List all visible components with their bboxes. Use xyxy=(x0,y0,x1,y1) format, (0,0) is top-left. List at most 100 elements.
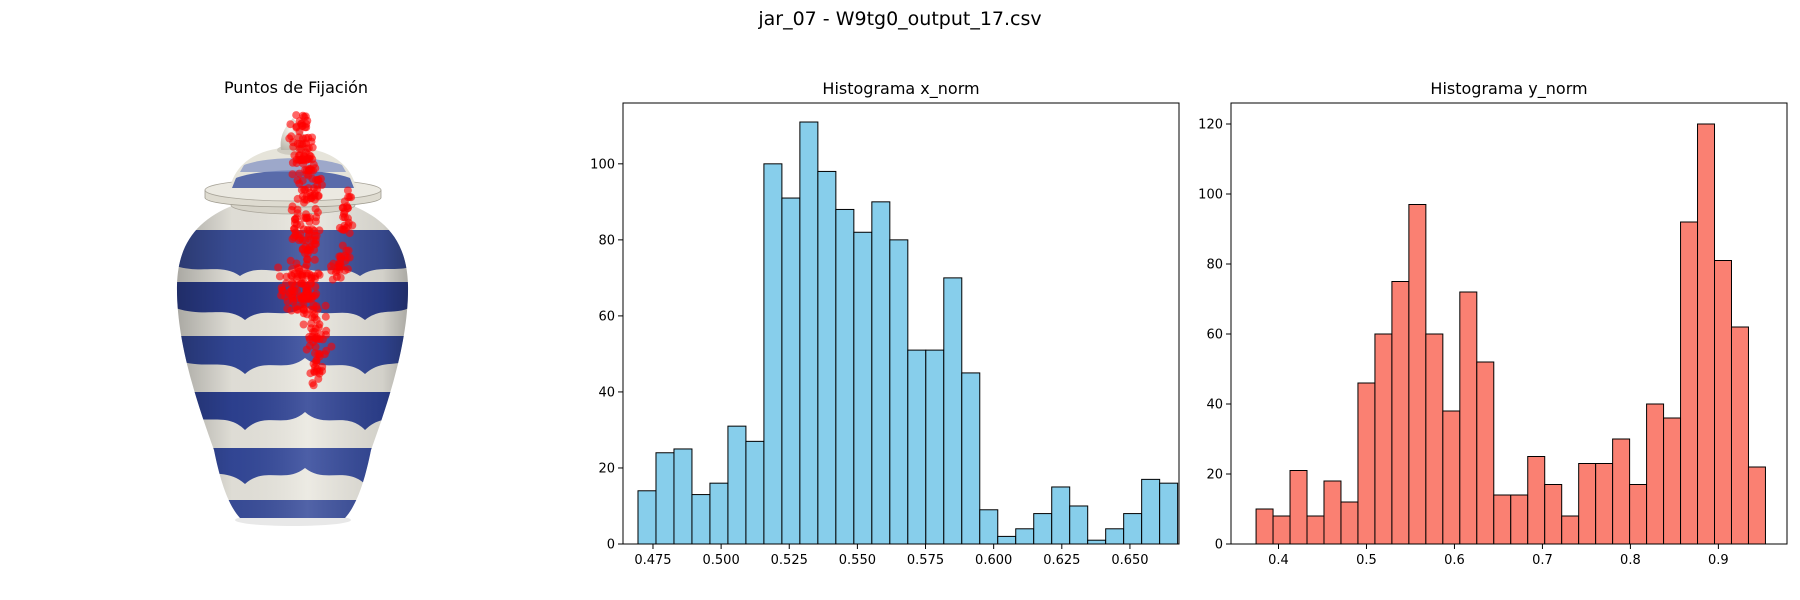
hist-x-bar xyxy=(709,482,729,545)
hist-x-title: Histograma x_norm xyxy=(822,79,980,98)
fixation-point xyxy=(343,186,352,195)
fixation-point xyxy=(309,236,318,245)
hist-x-xtick-label: 0.650 xyxy=(1111,553,1148,568)
fixation-point xyxy=(306,280,315,288)
hist-y-bar xyxy=(1578,463,1597,545)
hist-y-bar xyxy=(1408,204,1427,545)
fixation-point xyxy=(340,213,349,222)
fixation-point xyxy=(286,256,295,265)
fixation-point xyxy=(289,297,298,306)
hist-x-bar xyxy=(979,509,999,545)
fixation-point xyxy=(314,374,323,383)
hist-y-xtick-label: 0.9 xyxy=(1708,553,1729,568)
fixation-point xyxy=(288,280,297,289)
hist-x-bar xyxy=(1123,513,1143,545)
hist-y-bar xyxy=(1663,417,1682,545)
hist-y-bar xyxy=(1697,123,1716,545)
hist-x-bar xyxy=(997,535,1017,545)
fixation-point xyxy=(321,301,330,310)
fixation-point xyxy=(310,226,319,235)
fixation-point xyxy=(318,362,327,371)
fixation-point xyxy=(303,225,312,234)
hist-y-bar xyxy=(1747,466,1766,545)
hist-y-xtick-label: 0.4 xyxy=(1268,553,1289,568)
fixation-point xyxy=(307,243,316,251)
fixation-point xyxy=(340,251,349,260)
hist-y-bar xyxy=(1561,515,1580,545)
hist-y-bar xyxy=(1714,260,1732,545)
fixation-point xyxy=(332,266,341,275)
hist-x-bar xyxy=(673,448,693,545)
hist-y-ytick-label: 0 xyxy=(1215,538,1223,553)
hist-y-ytick-label: 40 xyxy=(1206,398,1223,413)
hist-y-bar xyxy=(1306,515,1325,545)
fixation-point xyxy=(309,360,318,368)
hist-y-bar xyxy=(1510,494,1529,545)
fixation-point xyxy=(310,367,319,376)
fixation-point xyxy=(344,204,352,213)
fixation-point xyxy=(314,350,323,359)
fixation-points xyxy=(274,111,357,390)
hist-x-bar xyxy=(889,239,909,545)
hist-y-bar xyxy=(1493,494,1512,545)
fixation-point xyxy=(311,342,320,351)
fixation-point xyxy=(298,134,307,143)
hist-y-bar xyxy=(1442,410,1461,545)
hist-y-axes-frame xyxy=(1230,102,1788,545)
hist-x-bar xyxy=(943,277,963,545)
hist-x-ytick-label: 0 xyxy=(607,538,615,553)
hist-y-xtick-label: 0.5 xyxy=(1356,553,1377,568)
hist-x-bar xyxy=(637,490,657,545)
fixation-point xyxy=(300,195,309,204)
fixation-point xyxy=(282,272,291,281)
fixation-point xyxy=(301,242,310,251)
fixation-point xyxy=(305,166,313,175)
hist-y-bar xyxy=(1272,515,1291,545)
hist-x-bar xyxy=(1015,528,1035,545)
hist-y-ytick-label: 100 xyxy=(1198,188,1223,203)
fixation-point xyxy=(313,181,322,190)
fixation-point xyxy=(277,283,286,292)
fixation-point xyxy=(293,269,302,278)
hist-x-bar xyxy=(763,163,783,545)
fixation-point xyxy=(322,330,330,339)
fixation-point xyxy=(314,269,323,278)
hist-y-bar xyxy=(1255,508,1274,545)
hist-x-bar xyxy=(745,440,765,545)
fixation-point xyxy=(312,315,321,324)
image-panel-title: Puntos de Fijación xyxy=(223,78,369,97)
hist-y-xtick-label: 0.7 xyxy=(1532,553,1553,568)
hist-y-ytick-label: 80 xyxy=(1206,258,1223,273)
hist-y-bar xyxy=(1629,484,1648,545)
hist-y-title: Histograma y_norm xyxy=(1430,79,1588,98)
fixation-point xyxy=(300,152,309,161)
fixation-point xyxy=(295,169,304,178)
hist-x-bar xyxy=(1069,505,1089,545)
fixation-point xyxy=(290,225,299,233)
hist-y-bar xyxy=(1680,221,1699,545)
hist-x-ytick-label: 80 xyxy=(598,233,615,248)
fixation-point xyxy=(285,287,294,296)
hist-x-xtick-label: 0.600 xyxy=(975,553,1012,568)
hist-x-bar xyxy=(1051,486,1071,545)
hist-y-bar xyxy=(1357,382,1376,545)
figure-title: jar_07 - W9tg0_output_17.csv xyxy=(758,8,1042,30)
fixation-point xyxy=(308,143,317,152)
fixation-point xyxy=(297,145,306,154)
hist-x-xtick-label: 0.550 xyxy=(839,553,876,568)
hist-y-bar xyxy=(1323,480,1342,545)
hist-x-bar xyxy=(853,231,873,545)
fixation-point xyxy=(302,260,311,269)
fixation-point xyxy=(321,312,330,321)
fixation-point xyxy=(336,273,345,282)
hist-x-bar xyxy=(817,170,837,545)
hist-x-bar xyxy=(1033,513,1053,545)
hist-x-bar xyxy=(1087,539,1107,545)
fixation-point xyxy=(281,292,290,301)
fixation-point xyxy=(309,381,318,390)
hist-y-bar xyxy=(1289,470,1308,545)
hist-x-bar xyxy=(1105,528,1125,545)
fixation-point xyxy=(295,179,304,188)
fixation-point xyxy=(288,170,297,179)
